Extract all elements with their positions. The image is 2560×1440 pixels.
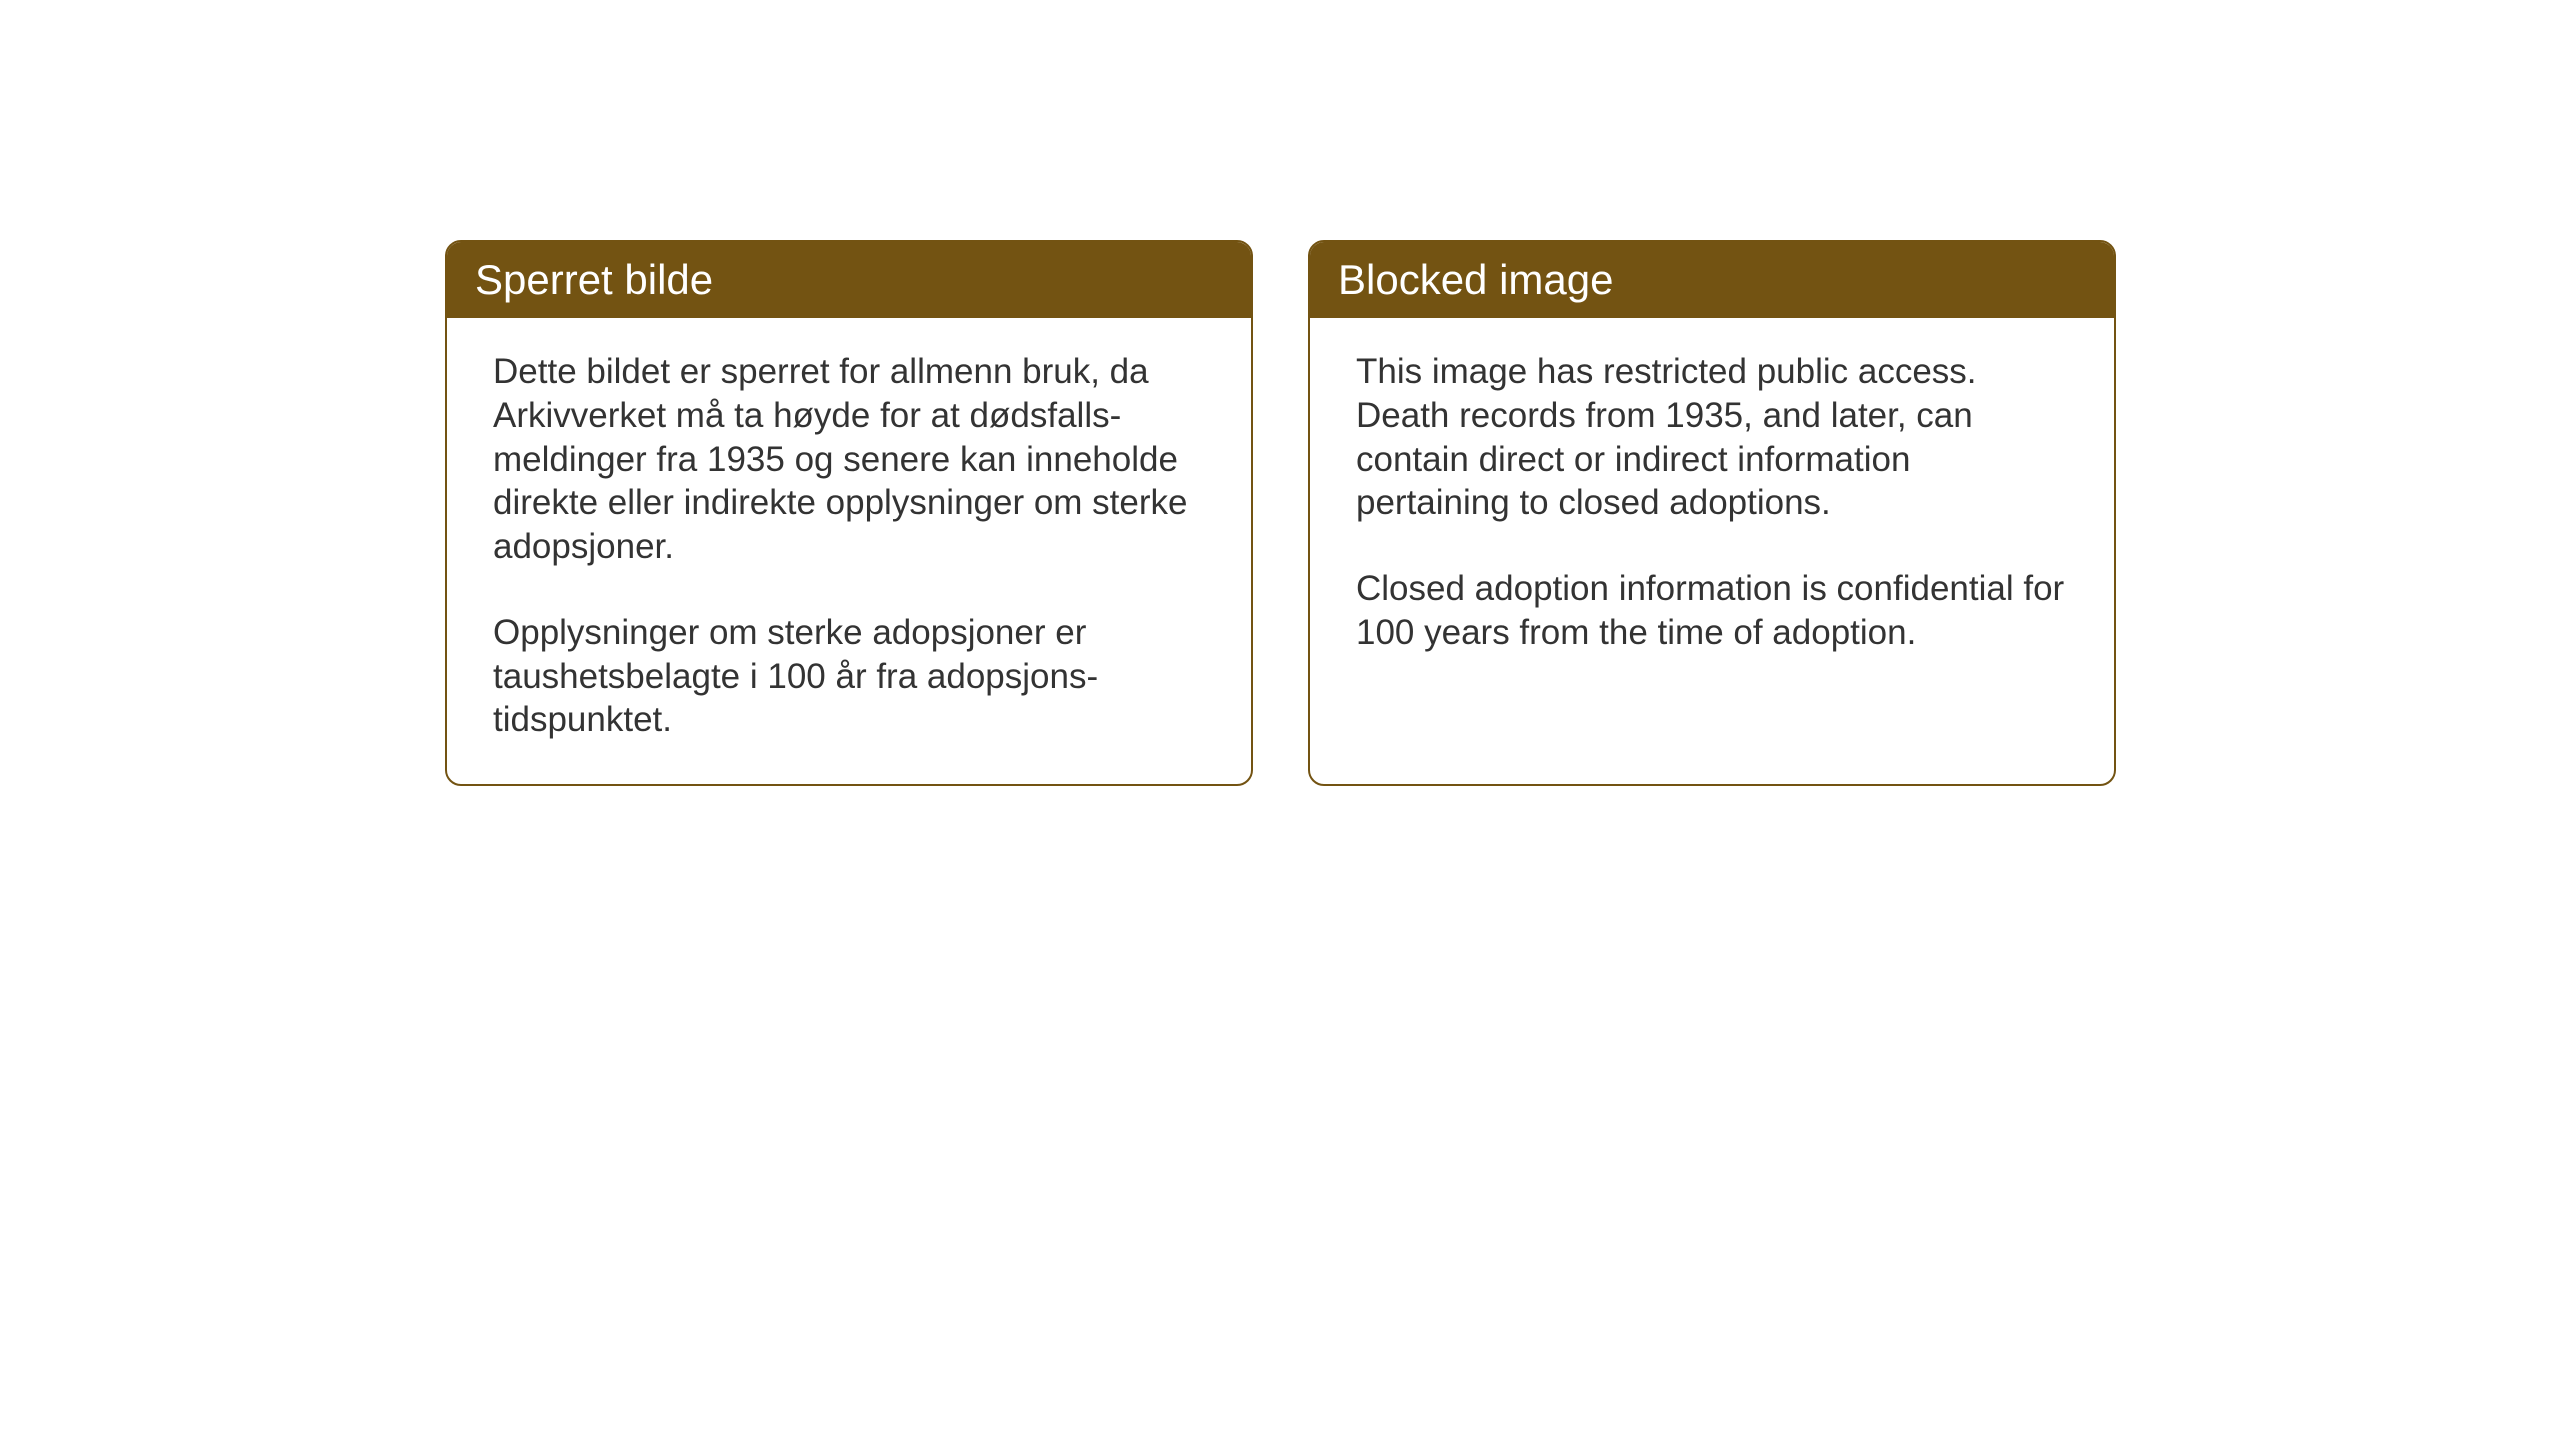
notice-header-norwegian: Sperret bilde [447,242,1251,318]
notice-header-english: Blocked image [1310,242,2114,318]
notice-paragraph-2-norwegian: Opplysninger om sterke adopsjoner er tau… [493,611,1205,742]
notice-body-norwegian: Dette bildet er sperret for allmenn bruk… [447,318,1251,784]
notice-cards-container: Sperret bilde Dette bildet er sperret fo… [445,240,2116,786]
notice-card-norwegian: Sperret bilde Dette bildet er sperret fo… [445,240,1253,786]
notice-card-english: Blocked image This image has restricted … [1308,240,2116,786]
notice-title-norwegian: Sperret bilde [475,256,713,303]
notice-title-english: Blocked image [1338,256,1613,303]
notice-body-english: This image has restricted public access.… [1310,318,2114,697]
notice-paragraph-2-english: Closed adoption information is confident… [1356,567,2068,655]
notice-paragraph-1-norwegian: Dette bildet er sperret for allmenn bruk… [493,350,1205,569]
notice-paragraph-1-english: This image has restricted public access.… [1356,350,2068,525]
